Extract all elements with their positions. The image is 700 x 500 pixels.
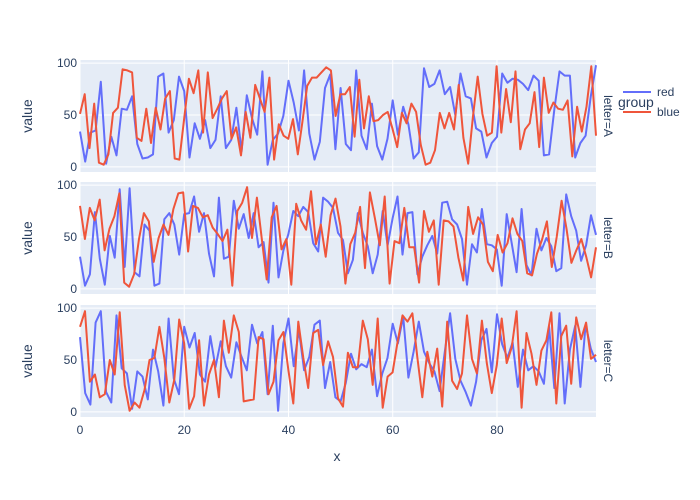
facet-panel-3: 0 50 100 value letter=C 0 20 40 60 80: [19, 301, 615, 437]
y-tick-label: 100: [57, 178, 77, 192]
legend[interactable]: group red blue: [618, 85, 680, 119]
facet-panel-2: 0 50 100 value letter=B: [19, 178, 615, 296]
facet-label: letter=B: [601, 217, 615, 259]
y-axis-title: value: [19, 344, 35, 378]
x-tick-label: 80: [490, 423, 504, 437]
y-tick-label: 0: [70, 160, 77, 174]
y-tick-label: 50: [64, 108, 78, 122]
facet-panel-1: 0 50 100 value letter=A: [19, 56, 615, 174]
y-tick-label: 0: [70, 405, 77, 419]
series-line-blue: [79, 186, 597, 288]
x-tick-label: 20: [178, 423, 192, 437]
legend-label-red: red: [657, 85, 674, 99]
series-line-blue: [79, 310, 597, 412]
legend-label-blue: blue: [657, 105, 680, 119]
y-tick-label: 50: [64, 353, 78, 367]
y-tick-label: 100: [57, 301, 77, 315]
y-tick-label: 50: [64, 230, 78, 244]
series-line-red: [79, 65, 597, 166]
facet-panels: 0 50 100 value letter=A 0 50 100 value letter=B 0 5…: [19, 56, 615, 437]
x-axis-title: x: [334, 448, 341, 464]
legend-item-blue[interactable]: blue: [623, 105, 680, 119]
x-tick-label: 0: [77, 423, 84, 437]
legend-item-red[interactable]: red: [623, 85, 674, 99]
y-tick-label: 0: [70, 282, 77, 296]
x-tick-label: 60: [386, 423, 400, 437]
series-line-blue: [79, 65, 597, 166]
y-axis-title: value: [19, 221, 35, 255]
legend-title: group: [618, 94, 654, 110]
facet-label: letter=C: [601, 340, 615, 383]
x-tick-label: 40: [282, 423, 296, 437]
facet-label: letter=A: [601, 95, 615, 137]
y-axis-title: value: [19, 99, 35, 133]
y-tick-label: 100: [57, 56, 77, 70]
